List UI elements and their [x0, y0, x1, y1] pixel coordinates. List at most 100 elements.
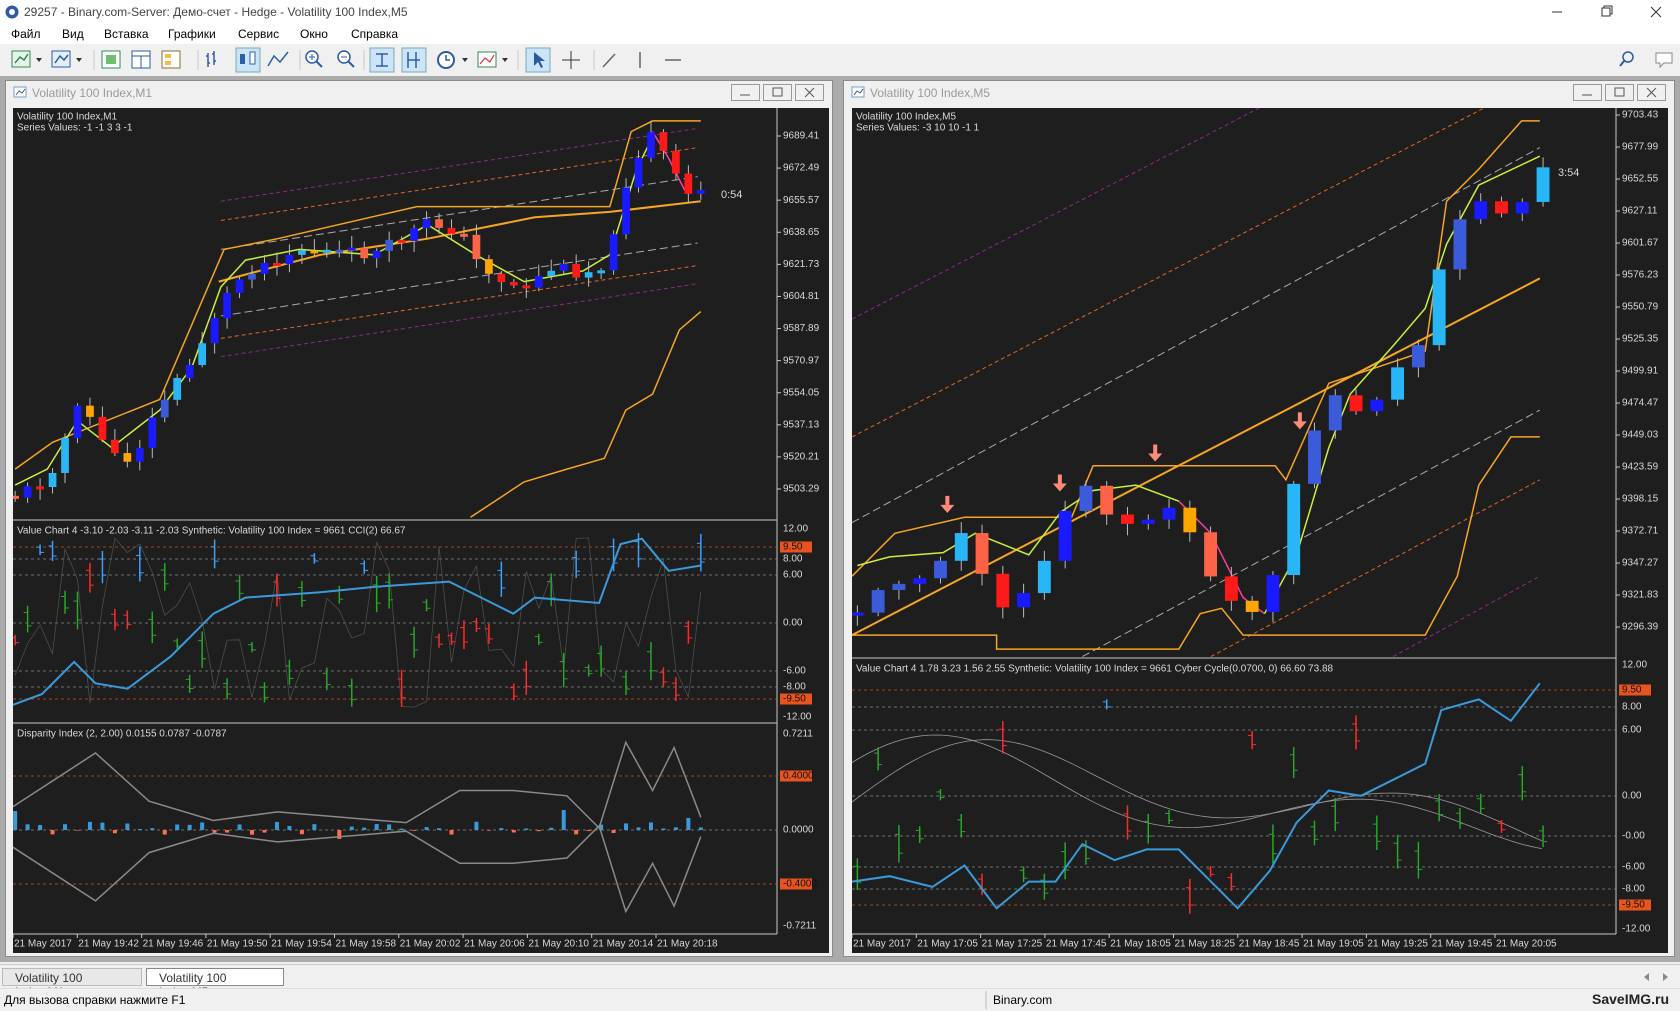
tool-candles[interactable]	[236, 48, 260, 72]
indicator-axis-label: 0.00	[1622, 791, 1642, 802]
tool-autoscroll[interactable]	[370, 48, 394, 72]
price-label: 9672.49	[783, 163, 820, 174]
signal-arrow	[1293, 412, 1307, 429]
price-label: 9638.65	[783, 227, 820, 238]
close-button[interactable]	[1638, 85, 1666, 101]
menu-item[interactable]: Справка	[351, 27, 398, 41]
tool-cursor[interactable]	[526, 48, 550, 72]
restore-button[interactable]	[1583, 0, 1628, 24]
time-label: 21 May 17:45	[1046, 939, 1107, 950]
tool-navigator[interactable]	[162, 51, 180, 68]
candle	[572, 264, 580, 277]
bar-countdown: 3:54	[1558, 167, 1579, 179]
disparity-bar	[213, 830, 217, 833]
tool-search[interactable]	[1620, 52, 1633, 66]
tool-chat[interactable]	[1656, 53, 1672, 67]
toolbar-icons	[0, 44, 1680, 76]
candle	[522, 285, 530, 288]
cycle-line	[852, 740, 1542, 841]
disparity-bar	[350, 827, 354, 830]
tool-zoom-in[interactable]	[306, 51, 322, 67]
time-label: 21 May 19:42	[78, 939, 139, 950]
indicator-axis-label: 0.4000	[783, 771, 814, 782]
disparity-bar	[574, 830, 578, 834]
candle	[1412, 345, 1425, 367]
tool-bar-chart[interactable]	[206, 51, 216, 67]
menu-item[interactable]: Файл	[11, 27, 41, 41]
candle	[310, 250, 318, 253]
disparity-bar	[38, 825, 42, 830]
signal-arrow	[1053, 474, 1067, 491]
price-label: 9627.11	[1622, 206, 1658, 217]
tool-market-watch[interactable]	[102, 51, 120, 68]
chart-tab-active[interactable]: Volatility 100 Index,M5	[146, 968, 284, 986]
indicator-axis-label: -0.4000	[783, 879, 817, 890]
minimize-button[interactable]	[1574, 85, 1602, 101]
tool-chart-shift[interactable]	[402, 48, 426, 72]
candle	[198, 343, 206, 365]
tool-zoom-out[interactable]	[338, 51, 354, 67]
time-label: 21 May 19:45	[1432, 939, 1493, 950]
candle	[211, 318, 219, 343]
tool-profiles[interactable]	[52, 51, 82, 67]
candle	[1038, 561, 1051, 593]
overlay-line	[1393, 576, 1540, 656]
tool-new-chart[interactable]	[12, 51, 42, 67]
bar-countdown: 0:54	[721, 189, 742, 201]
chart-window: Volatility 100 Index,M1 Volatility 100 I…	[5, 80, 833, 957]
tool-periods[interactable]	[438, 52, 468, 68]
price-label: 9652.55	[1622, 174, 1659, 185]
candle	[348, 248, 356, 251]
candle	[1163, 508, 1176, 520]
candle	[1350, 395, 1363, 411]
signal-arrow	[1148, 444, 1162, 461]
candle	[410, 228, 418, 241]
disparity-bar	[624, 823, 628, 830]
minimize-button[interactable]	[732, 85, 760, 101]
candle	[298, 250, 306, 254]
disparity-bar	[200, 822, 204, 830]
tool-data-window[interactable]	[132, 51, 150, 68]
disparity-bar	[400, 829, 404, 830]
candle	[660, 132, 668, 151]
candle	[1183, 508, 1196, 533]
indicator-axis-label: -0.7211	[783, 921, 817, 932]
indicator-label: Value Chart 4 -3.10 -2.03 -3.11 -2.03 Sy…	[17, 526, 406, 537]
maximize-button[interactable]	[1606, 85, 1634, 101]
menu-item[interactable]: Графики	[168, 27, 216, 41]
candle	[852, 613, 864, 616]
tool-line-chart[interactable]	[268, 52, 288, 66]
disparity-bar	[487, 830, 491, 831]
price-label: 9689.41	[783, 131, 820, 142]
tool-crosshair[interactable]	[562, 51, 580, 69]
maximize-button[interactable]	[764, 85, 792, 101]
candle	[1142, 520, 1155, 524]
candle	[1433, 269, 1446, 345]
tool-trendline[interactable]	[603, 54, 615, 67]
price-label: 9449.03	[1622, 430, 1659, 441]
candle	[61, 438, 69, 473]
chart-tabs: Volatility 100 Index,M1 Volatility 100 I…	[0, 964, 1680, 989]
time-label: 21 May 2017	[14, 939, 72, 950]
disparity-bar	[661, 828, 665, 830]
indicator-axis-label: 6.00	[783, 570, 803, 581]
menu-item[interactable]: Сервис	[238, 27, 279, 41]
disparity-bar	[587, 830, 591, 831]
disparity-bar	[26, 824, 30, 830]
time-label: 21 May 19:05	[1303, 939, 1364, 950]
menu-item[interactable]: Вид	[62, 27, 84, 41]
overlay-line	[221, 284, 698, 357]
minimize-button[interactable]	[1535, 0, 1580, 24]
disparity-bar	[537, 830, 541, 831]
menu-item[interactable]: Окно	[300, 27, 328, 41]
disparity-bar	[163, 830, 167, 835]
price-label: 9601.67	[1622, 238, 1659, 249]
watermark: SaveIMG.ru	[1592, 991, 1669, 1007]
close-button[interactable]	[1631, 0, 1680, 24]
tool-templates[interactable]	[478, 52, 508, 67]
chart-tab[interactable]: Volatility 100 Index,M1	[2, 968, 142, 986]
close-button[interactable]	[796, 85, 824, 101]
menu-item[interactable]: Вставка	[104, 27, 149, 41]
